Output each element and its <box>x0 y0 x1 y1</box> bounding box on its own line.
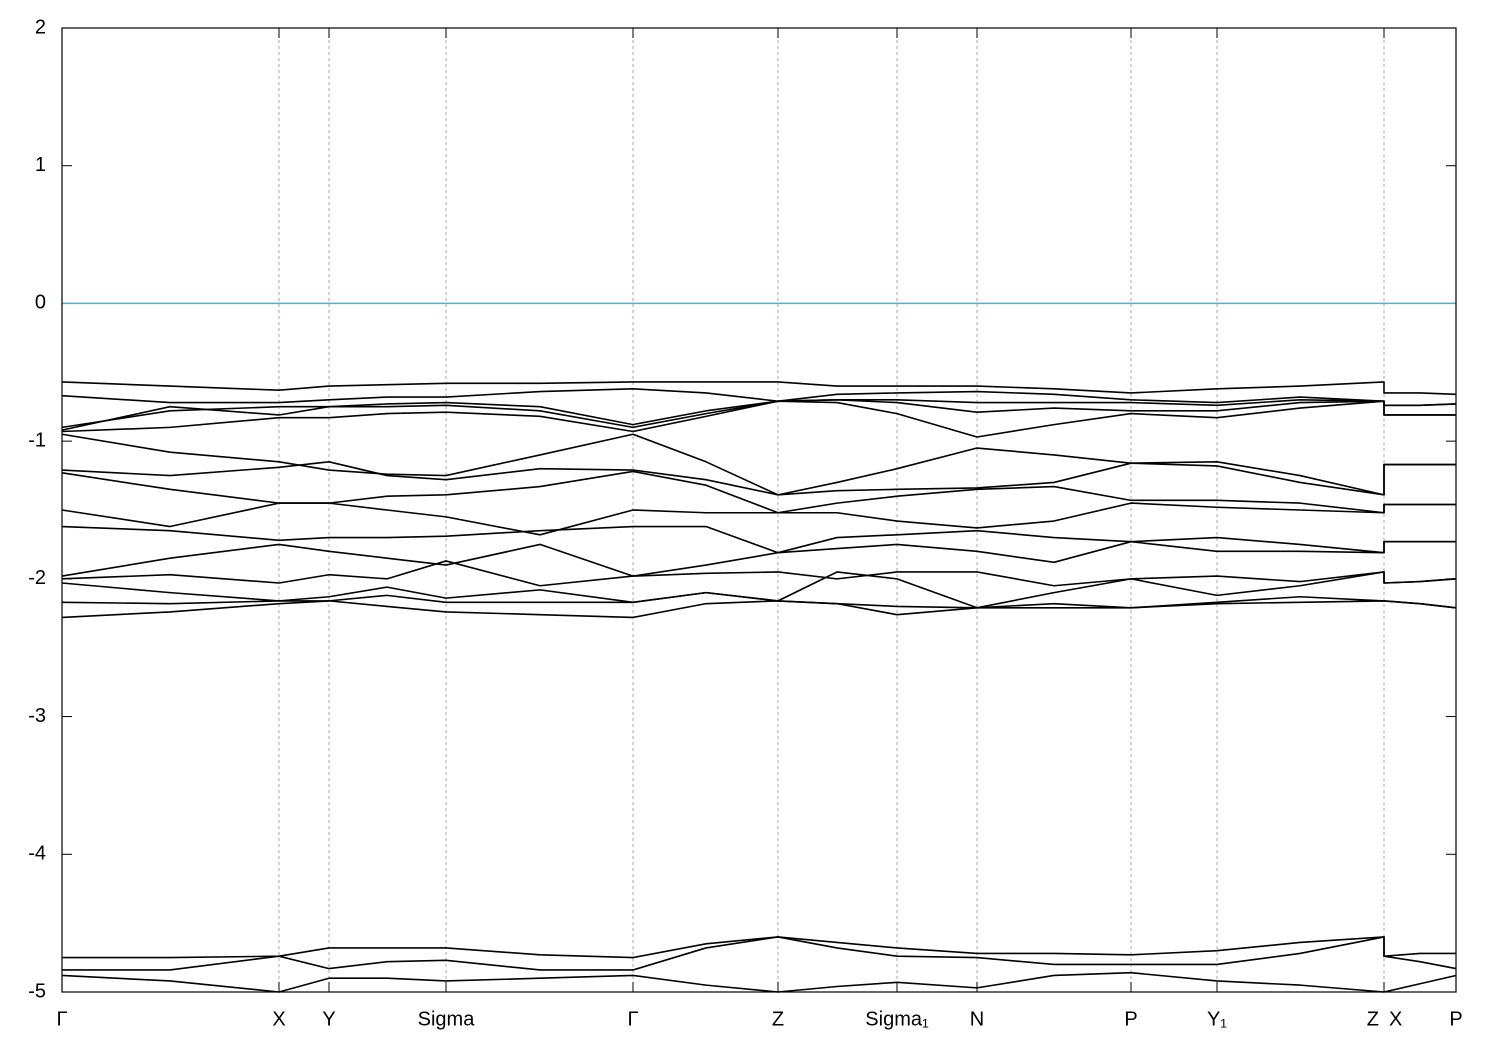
band-line <box>61 571 1457 609</box>
band-line <box>62 936 1457 971</box>
band-line <box>62 936 1456 959</box>
x-tick-label: Y₁ <box>1207 1008 1227 1030</box>
band-line <box>61 525 1456 554</box>
band-line <box>61 400 1456 438</box>
band-line <box>61 971 1457 993</box>
band-line <box>61 560 1457 587</box>
y-tick-label: 0 <box>35 292 46 314</box>
band-line <box>61 433 1456 496</box>
y-tick-label: 1 <box>35 154 46 176</box>
band-line <box>61 502 1456 536</box>
x-tick-label: Z <box>772 1008 784 1030</box>
band-line <box>61 399 1456 431</box>
x-tick-label: Γ <box>627 1008 638 1030</box>
plot-frame <box>61 27 1457 993</box>
y-tick-label: -3 <box>28 705 46 727</box>
y-tick-label: -1 <box>28 429 46 451</box>
y-tick-label: 2 <box>35 16 46 38</box>
y-tick-label: -4 <box>28 843 46 865</box>
x-tick-label: Sigma₁ <box>865 1008 929 1030</box>
y-tick-label: -5 <box>28 980 46 1002</box>
x-tick-label: Sigma <box>418 1008 476 1030</box>
x-tick-label: Γ <box>56 1008 67 1030</box>
band-line <box>61 470 1456 514</box>
x-tick-label: Y <box>322 1008 335 1030</box>
band-line <box>61 461 1456 496</box>
band-line <box>61 381 1457 396</box>
x-tick-label: P <box>1124 1008 1137 1030</box>
band-line <box>61 540 1456 577</box>
y-tick-label: -2 <box>28 567 46 589</box>
x-tick-label: Z <box>1367 1008 1379 1030</box>
x-tick-label: P <box>1449 1008 1462 1030</box>
band-line <box>61 600 1457 619</box>
x-tick-label: N <box>970 1008 984 1030</box>
band-line <box>61 388 1457 407</box>
x-tick-label: X <box>1389 1008 1402 1030</box>
x-tick-label: X <box>272 1008 285 1030</box>
